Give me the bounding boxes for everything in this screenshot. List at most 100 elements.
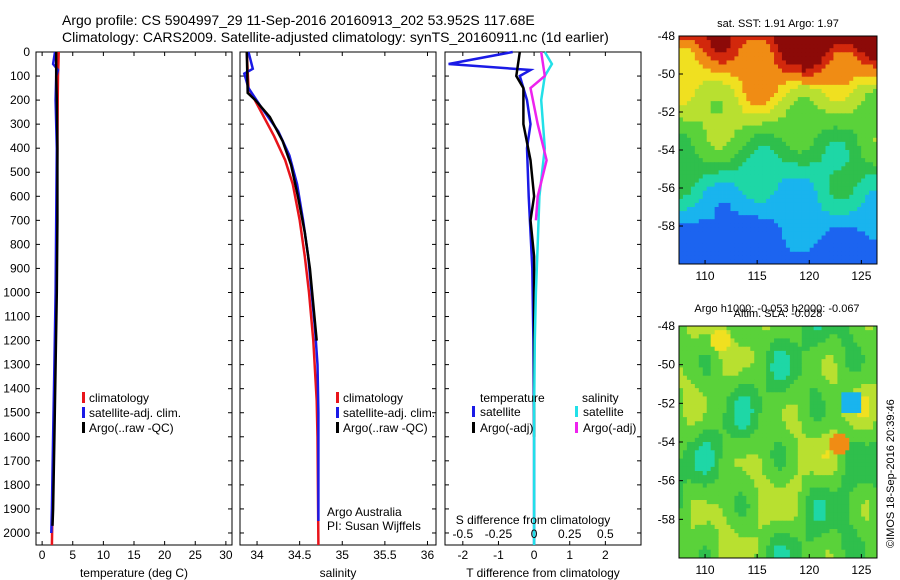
- heatmap-cell: [710, 367, 716, 372]
- heatmap-cell: [742, 483, 747, 488]
- heatmap-cell: [758, 338, 763, 343]
- heatmap-cell: [837, 101, 842, 106]
- heatmap-cell: [809, 154, 815, 159]
- heatmap-cell: [766, 105, 771, 110]
- heatmap-cell: [714, 117, 719, 122]
- heatmap-cell: [758, 483, 763, 488]
- heatmap-cell: [825, 141, 830, 147]
- heatmap-cell: [845, 235, 850, 240]
- heatmap-cell: [774, 36, 779, 41]
- heatmap-cell: [833, 425, 838, 430]
- heatmap-cell: [754, 367, 759, 372]
- heatmap-cell: [873, 72, 878, 78]
- heatmap-cell: [841, 413, 846, 418]
- heatmap-cell: [682, 425, 688, 430]
- heatmap-cell: [710, 425, 716, 430]
- legend-swatch: [82, 392, 85, 403]
- heatmap-cell: [833, 154, 838, 159]
- heatmap-cell: [869, 40, 874, 45]
- heatmap-cell: [758, 404, 763, 410]
- heatmap-cell: [710, 40, 716, 45]
- heatmap-cell: [718, 40, 723, 45]
- heatmap-cell: [702, 446, 708, 451]
- heatmap-cell: [726, 129, 731, 135]
- heatmap-cell: [770, 202, 775, 208]
- heatmap-cell: [869, 178, 874, 183]
- heatmap-cell: [774, 141, 779, 147]
- heatmap-cell: [857, 186, 862, 192]
- heatmap-cell: [785, 141, 791, 147]
- heatmap-cell: [694, 413, 700, 418]
- heatmap-cell: [770, 413, 775, 418]
- heatmap-cell: [679, 330, 684, 335]
- heatmap-cell: [837, 170, 842, 175]
- heatmap-cell: [738, 178, 743, 183]
- heatmap-cell: [682, 202, 688, 208]
- heatmap-cell: [825, 392, 830, 397]
- heatmap-cell: [734, 223, 739, 228]
- heatmap-cell: [801, 76, 807, 82]
- heatmap-cell: [853, 223, 858, 228]
- heatmap-cell: [718, 93, 723, 98]
- heatmap-cell: [865, 384, 870, 389]
- heatmap-cell: [833, 121, 838, 126]
- heatmap-cell: [841, 363, 846, 368]
- heatmap-cell: [710, 162, 716, 167]
- heatmap-cell: [702, 76, 708, 82]
- heatmap-cell: [785, 255, 791, 261]
- heatmap-cell: [809, 211, 815, 216]
- heatmap-cell: [829, 421, 834, 426]
- heatmap-cell: [738, 215, 743, 220]
- heatmap-cell: [714, 186, 719, 192]
- heatmap-cell: [762, 259, 767, 265]
- heatmap-cell: [781, 255, 787, 261]
- heatmap-cell: [849, 371, 854, 377]
- heatmap-cell: [817, 36, 822, 41]
- heatmap-cell: [738, 384, 743, 389]
- heatmap-cell: [774, 458, 779, 464]
- heatmap-cell: [861, 421, 866, 426]
- heatmap-cell: [718, 150, 723, 155]
- heatmap-cell: [849, 330, 854, 335]
- heatmap-cell: [793, 88, 799, 94]
- heatmap-cell: [805, 446, 811, 451]
- x-axis-label: temperature (deg C): [80, 566, 188, 580]
- heatmap-cell: [865, 182, 870, 188]
- heatmap-cell: [706, 334, 712, 339]
- heatmap-cell: [801, 450, 807, 455]
- heatmap-cell: [797, 211, 803, 216]
- heatmap-cell: [690, 408, 696, 414]
- heatmap-cell: [710, 129, 716, 135]
- heatmap-cell: [750, 174, 755, 179]
- heatmap-cell: [853, 76, 858, 82]
- heatmap-cell: [726, 64, 731, 69]
- heatmap-cell: [726, 56, 731, 61]
- heatmap-cell: [813, 182, 818, 188]
- heatmap-cell: [841, 93, 846, 98]
- heatmap-cell: [726, 338, 731, 343]
- y-tick-label: 400: [10, 141, 30, 155]
- heatmap-cell: [722, 190, 727, 196]
- heatmap-cell: [686, 255, 692, 261]
- heatmap-cell: [762, 396, 767, 401]
- heatmap-cell: [801, 338, 807, 343]
- heatmap-cell: [754, 182, 759, 188]
- heatmap-cell: [710, 52, 716, 57]
- heatmap-cell: [813, 437, 818, 443]
- heatmap-cell: [682, 437, 688, 443]
- heatmap-cell: [746, 404, 751, 410]
- heatmap-cell: [690, 170, 696, 175]
- heatmap-cell: [754, 384, 759, 389]
- heatmap-cell: [813, 342, 818, 348]
- heatmap-cell: [805, 259, 811, 265]
- heatmap-cell: [762, 60, 767, 65]
- heatmap-cell: [714, 346, 719, 352]
- heatmap-cell: [833, 182, 838, 188]
- heatmap-cell: [833, 404, 838, 410]
- heatmap-cell: [785, 125, 791, 131]
- heatmap-cell: [698, 145, 704, 151]
- heatmap-cell: [845, 182, 850, 188]
- heatmap-cell: [809, 442, 815, 447]
- heatmap-cell: [837, 64, 842, 69]
- map-title: sat. SST: 1.91 Argo: 1.97: [717, 18, 839, 30]
